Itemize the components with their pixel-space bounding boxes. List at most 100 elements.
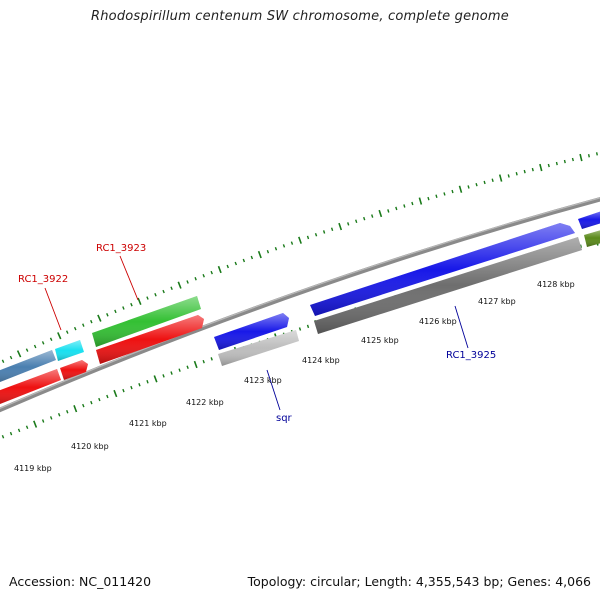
scale-tick xyxy=(170,286,173,291)
scale-tick xyxy=(210,357,213,361)
scale-tick xyxy=(202,273,205,278)
scale-tick xyxy=(17,428,21,433)
callout-rc1-3922 xyxy=(44,287,62,331)
scale-tick xyxy=(498,174,503,182)
scale-tick xyxy=(347,222,350,226)
scale-tick xyxy=(153,375,158,383)
scale-tick xyxy=(298,236,302,244)
genome-summary-text: Topology: circular; Length: 4,355,543 bp… xyxy=(247,574,591,589)
scale-tick xyxy=(162,374,165,378)
scale-tick xyxy=(122,306,125,310)
scale-label: 4128 kbp xyxy=(537,280,575,289)
scale-tick xyxy=(458,185,463,193)
scale-tick xyxy=(130,302,133,307)
scale-tick xyxy=(193,360,198,369)
scale-tick xyxy=(66,409,69,414)
scale-tick xyxy=(177,281,182,289)
scale-tick xyxy=(57,413,61,417)
gene-sqr-blue[interactable] xyxy=(214,313,289,350)
scale-tick xyxy=(523,169,526,174)
label-sqr: sqr xyxy=(276,413,293,424)
scale-tick xyxy=(146,296,149,300)
scale-tick xyxy=(113,389,118,398)
scale-tick xyxy=(97,314,102,322)
gene-rc1-3922[interactable] xyxy=(55,340,84,361)
gene-blue-long[interactable] xyxy=(310,223,575,316)
gene-red-2[interactable] xyxy=(60,360,88,380)
gene-rc1-3923[interactable] xyxy=(92,296,201,347)
gene-red-3[interactable] xyxy=(96,315,204,364)
scale-label: 4126 kbp xyxy=(419,317,457,326)
scale-tick xyxy=(387,209,390,213)
scale-tick xyxy=(1,435,5,439)
gene-blue-edge[interactable] xyxy=(578,210,600,229)
scale-tick xyxy=(539,163,543,172)
scale-label: 4120 kbp xyxy=(71,442,109,451)
scale-tick xyxy=(571,157,574,162)
scale-tick xyxy=(411,201,414,206)
outer-tick-ring xyxy=(1,152,598,363)
scale-tick xyxy=(114,309,117,314)
scale-tick xyxy=(217,265,222,274)
scale-tick xyxy=(475,182,478,187)
scale-tick xyxy=(579,153,583,162)
scale-tick xyxy=(73,326,77,331)
scale-tick xyxy=(290,241,294,245)
scale-label: 4121 kbp xyxy=(129,419,167,428)
scale-tick xyxy=(298,327,302,331)
scale-tick xyxy=(363,216,366,221)
scale-tick xyxy=(418,197,423,205)
scale-label: 4119 kbp xyxy=(14,464,52,473)
scale-tick xyxy=(82,323,85,327)
scale-tick xyxy=(378,209,383,218)
gene-steelblue[interactable] xyxy=(0,350,56,384)
scale-tick xyxy=(25,425,29,430)
scale-tick xyxy=(355,219,358,224)
scale-tick xyxy=(330,227,334,232)
scale-tick xyxy=(194,277,197,281)
scale-tick xyxy=(515,172,518,176)
scale-tick xyxy=(427,196,430,201)
gene-red-1[interactable] xyxy=(0,369,61,406)
label-rc1-3925: RC1_3925 xyxy=(446,350,496,361)
scale-tick xyxy=(33,420,38,428)
scale-tick xyxy=(186,280,189,284)
scale-tick xyxy=(9,355,13,360)
label-rc1-3923: RC1_3923 xyxy=(96,243,146,254)
scale-tick xyxy=(250,255,254,260)
gene-rc1-3925[interactable] xyxy=(314,237,582,334)
scale-tick xyxy=(547,163,550,168)
scale-tick xyxy=(443,192,446,196)
scale-tick xyxy=(282,244,286,248)
scale-tick xyxy=(41,341,45,345)
scale-tick xyxy=(106,313,109,317)
scale-tick xyxy=(210,270,213,275)
scale-tick xyxy=(266,249,270,254)
callout-rc1-3923 xyxy=(119,255,139,301)
scale-tick xyxy=(234,261,238,266)
callout-sqr xyxy=(266,369,281,411)
scale-tick xyxy=(403,204,406,208)
scale-tick xyxy=(138,382,141,387)
scale-tick xyxy=(162,289,165,294)
scale-tick xyxy=(33,344,37,349)
scale-tick xyxy=(41,419,45,423)
scale-tick xyxy=(563,159,566,164)
scale-tick xyxy=(322,230,326,234)
scale-tick xyxy=(371,214,374,218)
gene-sqr-gray[interactable] xyxy=(218,330,299,366)
scale-tick xyxy=(146,379,149,384)
scale-tick xyxy=(49,416,53,420)
backbone-line xyxy=(0,197,600,413)
scale-tick xyxy=(73,405,78,413)
scale-tick xyxy=(555,161,558,166)
map-title: Rhodospirillum centenum SW chromosome, c… xyxy=(91,9,509,24)
scale-tick xyxy=(226,264,229,269)
gene-olive-edge[interactable] xyxy=(584,229,600,247)
scale-tick xyxy=(306,235,310,240)
scale-tick xyxy=(451,189,454,194)
scale-tick xyxy=(483,180,486,185)
scale-tick xyxy=(57,332,62,340)
scale-tick xyxy=(98,397,101,402)
